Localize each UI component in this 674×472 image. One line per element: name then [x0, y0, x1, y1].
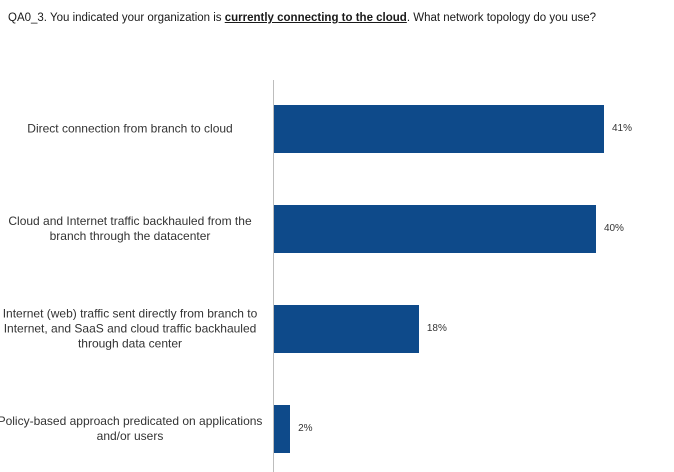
- question-suffix: . What network topology do you use?: [406, 12, 597, 24]
- value-label: 41%: [612, 123, 633, 134]
- question-text: QA0_3. You indicated your organization i…: [8, 11, 668, 25]
- category-label: Cloud and Internet traffic backhauled fr…: [8, 214, 252, 243]
- bar: [274, 105, 604, 153]
- question-prefix: QA0_3. You indicated your organization i…: [8, 12, 225, 24]
- bar: [274, 305, 419, 353]
- category-label: Policy-based approach predicated on appl…: [0, 414, 263, 443]
- category-axis-line: [273, 80, 274, 472]
- category-label: Internet (web) traffic sent directly fro…: [2, 306, 258, 351]
- bar: [274, 205, 596, 253]
- bar: [274, 405, 291, 453]
- question-emphasis: currently connecting to the cloud: [224, 12, 407, 24]
- value-label: 40%: [603, 223, 624, 234]
- category-label: Direct connection from branch to cloud: [27, 121, 233, 136]
- value-label: 2%: [298, 423, 313, 434]
- value-label: 18%: [426, 323, 447, 334]
